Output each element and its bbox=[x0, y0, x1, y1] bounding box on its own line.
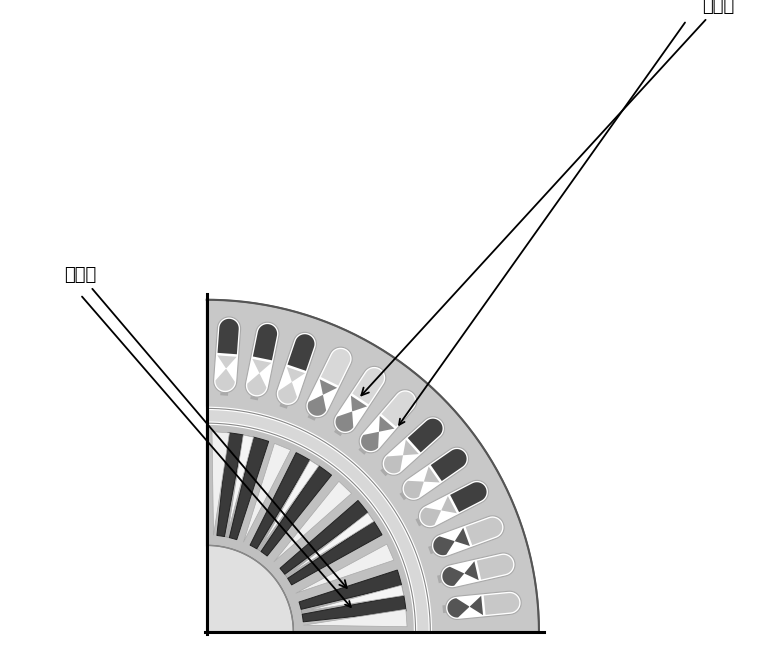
Polygon shape bbox=[257, 460, 319, 551]
Polygon shape bbox=[212, 432, 230, 535]
Polygon shape bbox=[285, 513, 374, 579]
Polygon shape bbox=[434, 528, 470, 555]
Polygon shape bbox=[207, 545, 293, 632]
Polygon shape bbox=[430, 449, 466, 481]
Polygon shape bbox=[446, 591, 521, 619]
Polygon shape bbox=[207, 423, 416, 632]
Polygon shape bbox=[450, 482, 486, 512]
Polygon shape bbox=[384, 440, 419, 473]
Polygon shape bbox=[418, 480, 489, 528]
Polygon shape bbox=[308, 415, 316, 421]
Polygon shape bbox=[280, 501, 368, 575]
Polygon shape bbox=[207, 410, 429, 632]
Polygon shape bbox=[244, 444, 290, 542]
Polygon shape bbox=[247, 359, 271, 395]
Polygon shape bbox=[431, 516, 504, 557]
Polygon shape bbox=[421, 496, 457, 526]
Polygon shape bbox=[224, 435, 254, 537]
Polygon shape bbox=[415, 518, 421, 526]
Text: 革铁硷: 革铁硷 bbox=[64, 266, 347, 588]
Polygon shape bbox=[214, 317, 241, 393]
Polygon shape bbox=[253, 324, 277, 360]
Polygon shape bbox=[278, 367, 305, 404]
Polygon shape bbox=[290, 513, 374, 573]
Polygon shape bbox=[261, 466, 332, 556]
Text: 铝镁魈: 铝镁魈 bbox=[362, 0, 735, 396]
Polygon shape bbox=[336, 396, 367, 432]
Polygon shape bbox=[299, 570, 401, 609]
Polygon shape bbox=[399, 492, 406, 500]
Polygon shape bbox=[308, 379, 337, 416]
Polygon shape bbox=[382, 417, 444, 475]
Polygon shape bbox=[218, 319, 239, 354]
Polygon shape bbox=[334, 366, 386, 434]
Polygon shape bbox=[250, 396, 258, 400]
Polygon shape bbox=[288, 521, 382, 585]
Polygon shape bbox=[277, 332, 316, 406]
Polygon shape bbox=[352, 368, 384, 404]
Polygon shape bbox=[262, 460, 319, 546]
Polygon shape bbox=[273, 481, 352, 562]
Polygon shape bbox=[215, 355, 237, 391]
Polygon shape bbox=[437, 575, 441, 583]
Polygon shape bbox=[443, 605, 446, 613]
Polygon shape bbox=[466, 518, 502, 545]
Polygon shape bbox=[408, 419, 443, 452]
Polygon shape bbox=[250, 453, 310, 549]
Polygon shape bbox=[428, 546, 434, 554]
Polygon shape bbox=[229, 437, 269, 540]
Polygon shape bbox=[359, 390, 417, 453]
Polygon shape bbox=[381, 392, 415, 427]
Polygon shape bbox=[287, 334, 315, 371]
Polygon shape bbox=[402, 447, 469, 500]
Polygon shape bbox=[221, 392, 228, 396]
Polygon shape bbox=[358, 448, 366, 455]
Polygon shape bbox=[301, 585, 404, 614]
Polygon shape bbox=[381, 469, 388, 476]
Polygon shape bbox=[245, 323, 279, 397]
Polygon shape bbox=[447, 596, 483, 618]
Polygon shape bbox=[217, 433, 244, 537]
Polygon shape bbox=[307, 585, 404, 610]
Polygon shape bbox=[442, 561, 479, 586]
Polygon shape bbox=[207, 300, 539, 632]
Polygon shape bbox=[321, 349, 350, 386]
Polygon shape bbox=[303, 609, 407, 626]
Polygon shape bbox=[334, 430, 342, 436]
Polygon shape bbox=[296, 544, 394, 593]
Polygon shape bbox=[361, 416, 394, 451]
Polygon shape bbox=[302, 595, 406, 622]
Polygon shape bbox=[228, 435, 254, 532]
Polygon shape bbox=[404, 467, 440, 499]
Polygon shape bbox=[476, 555, 513, 580]
Polygon shape bbox=[440, 553, 515, 588]
Polygon shape bbox=[306, 347, 352, 418]
Polygon shape bbox=[483, 593, 519, 615]
Polygon shape bbox=[280, 404, 288, 409]
